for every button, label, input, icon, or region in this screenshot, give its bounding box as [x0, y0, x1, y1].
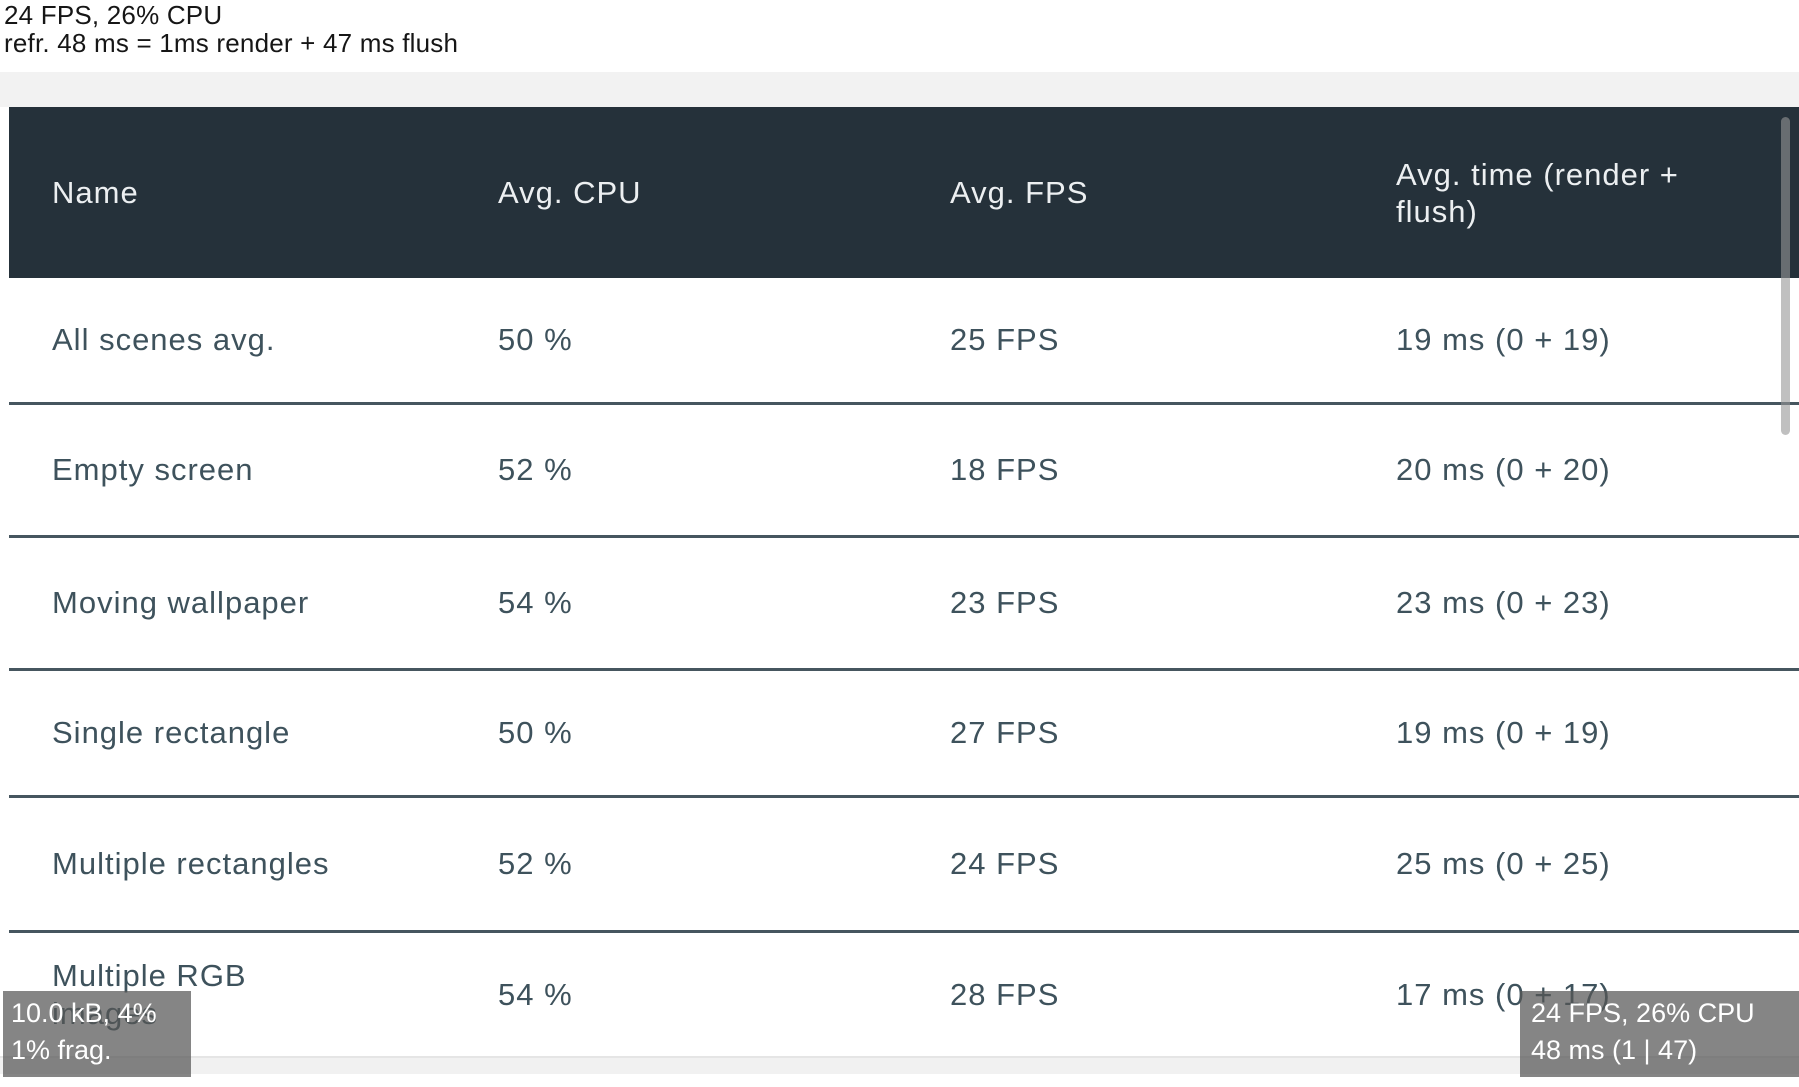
cell-avg-cpu: 52 % [498, 846, 573, 881]
cell-avg-cpu: 54 % [498, 976, 573, 1012]
cell-name: Multiple rectangles [52, 846, 330, 881]
memory-overlay-line-2: 1% frag. [11, 1035, 112, 1065]
cell-avg-cpu: 52 % [498, 452, 573, 487]
vertical-scrollbar-thumb[interactable] [1781, 117, 1790, 435]
cell-avg-fps: 18 FPS [950, 452, 1060, 487]
table-row: Multiple RGB images 54 % 28 FPS 17 ms (0… [9, 933, 1799, 1056]
cell-avg-time: 19 ms (0 + 19) [1396, 322, 1611, 357]
cell-name: Single rectangle [52, 715, 291, 750]
cell-name: Empty screen [52, 452, 254, 487]
memory-overlay-line-1: 10.0 kB, 4% [11, 998, 157, 1028]
memory-overlay: 10.0 kB, 4% 1% frag. [3, 991, 191, 1077]
cell-avg-time: 23 ms (0 + 23) [1396, 585, 1611, 620]
table-row: Multiple rectangles 52 % 24 FPS 25 ms (0… [9, 798, 1799, 933]
table-row: Single rectangle 50 % 27 FPS 19 ms (0 + … [9, 671, 1799, 798]
column-header-name: Name [52, 174, 139, 210]
cell-avg-cpu: 54 % [498, 585, 573, 620]
table-row: Moving wallpaper 54 % 23 FPS 23 ms (0 + … [9, 538, 1799, 671]
cell-avg-cpu: 50 % [498, 322, 573, 357]
cell-avg-fps: 25 FPS [950, 322, 1060, 357]
table-row: All scenes avg. 50 % 25 FPS 19 ms (0 + 1… [9, 278, 1799, 405]
table-header-row: Name Avg. CPU Avg. FPS Avg. time (render… [9, 107, 1799, 278]
cell-name: All scenes avg. [52, 322, 276, 357]
cell-name: Moving wallpaper [52, 585, 310, 620]
fps-summary-line-1: 24 FPS, 26% CPU [4, 0, 223, 30]
cell-avg-time: 20 ms (0 + 20) [1396, 452, 1611, 487]
cell-avg-fps: 23 FPS [950, 585, 1060, 620]
header-gap-strip [0, 72, 1799, 107]
fps-summary-line-2: refr. 48 ms = 1ms render + 47 ms flush [4, 28, 459, 58]
cell-avg-fps: 27 FPS [950, 715, 1060, 750]
frame-time-overlay: 24 FPS, 26% CPU 48 ms (1 | 47) [1520, 991, 1799, 1077]
table-row: Empty screen 52 % 18 FPS 20 ms (0 + 20) [9, 405, 1799, 538]
column-header-avg-fps: Avg. FPS [950, 174, 1089, 210]
cell-avg-time: 19 ms (0 + 19) [1396, 715, 1611, 750]
cell-avg-fps: 24 FPS [950, 846, 1060, 881]
benchmark-table: Name Avg. CPU Avg. FPS Avg. time (render… [9, 107, 1799, 1056]
cell-avg-cpu: 50 % [498, 715, 573, 750]
frame-time-overlay-line-1: 24 FPS, 26% CPU [1531, 998, 1755, 1028]
column-header-avg-cpu: Avg. CPU [498, 174, 642, 210]
table-bottom-band [0, 1056, 1799, 1074]
column-header-avg-time: Avg. time (render + flush) [1396, 156, 1679, 229]
frame-time-overlay-line-2: 48 ms (1 | 47) [1531, 1035, 1698, 1065]
fps-summary-text: 24 FPS, 26% CPU refr. 48 ms = 1ms render… [4, 1, 458, 57]
cell-avg-fps: 28 FPS [950, 976, 1060, 1012]
cell-avg-time: 25 ms (0 + 25) [1396, 846, 1611, 881]
